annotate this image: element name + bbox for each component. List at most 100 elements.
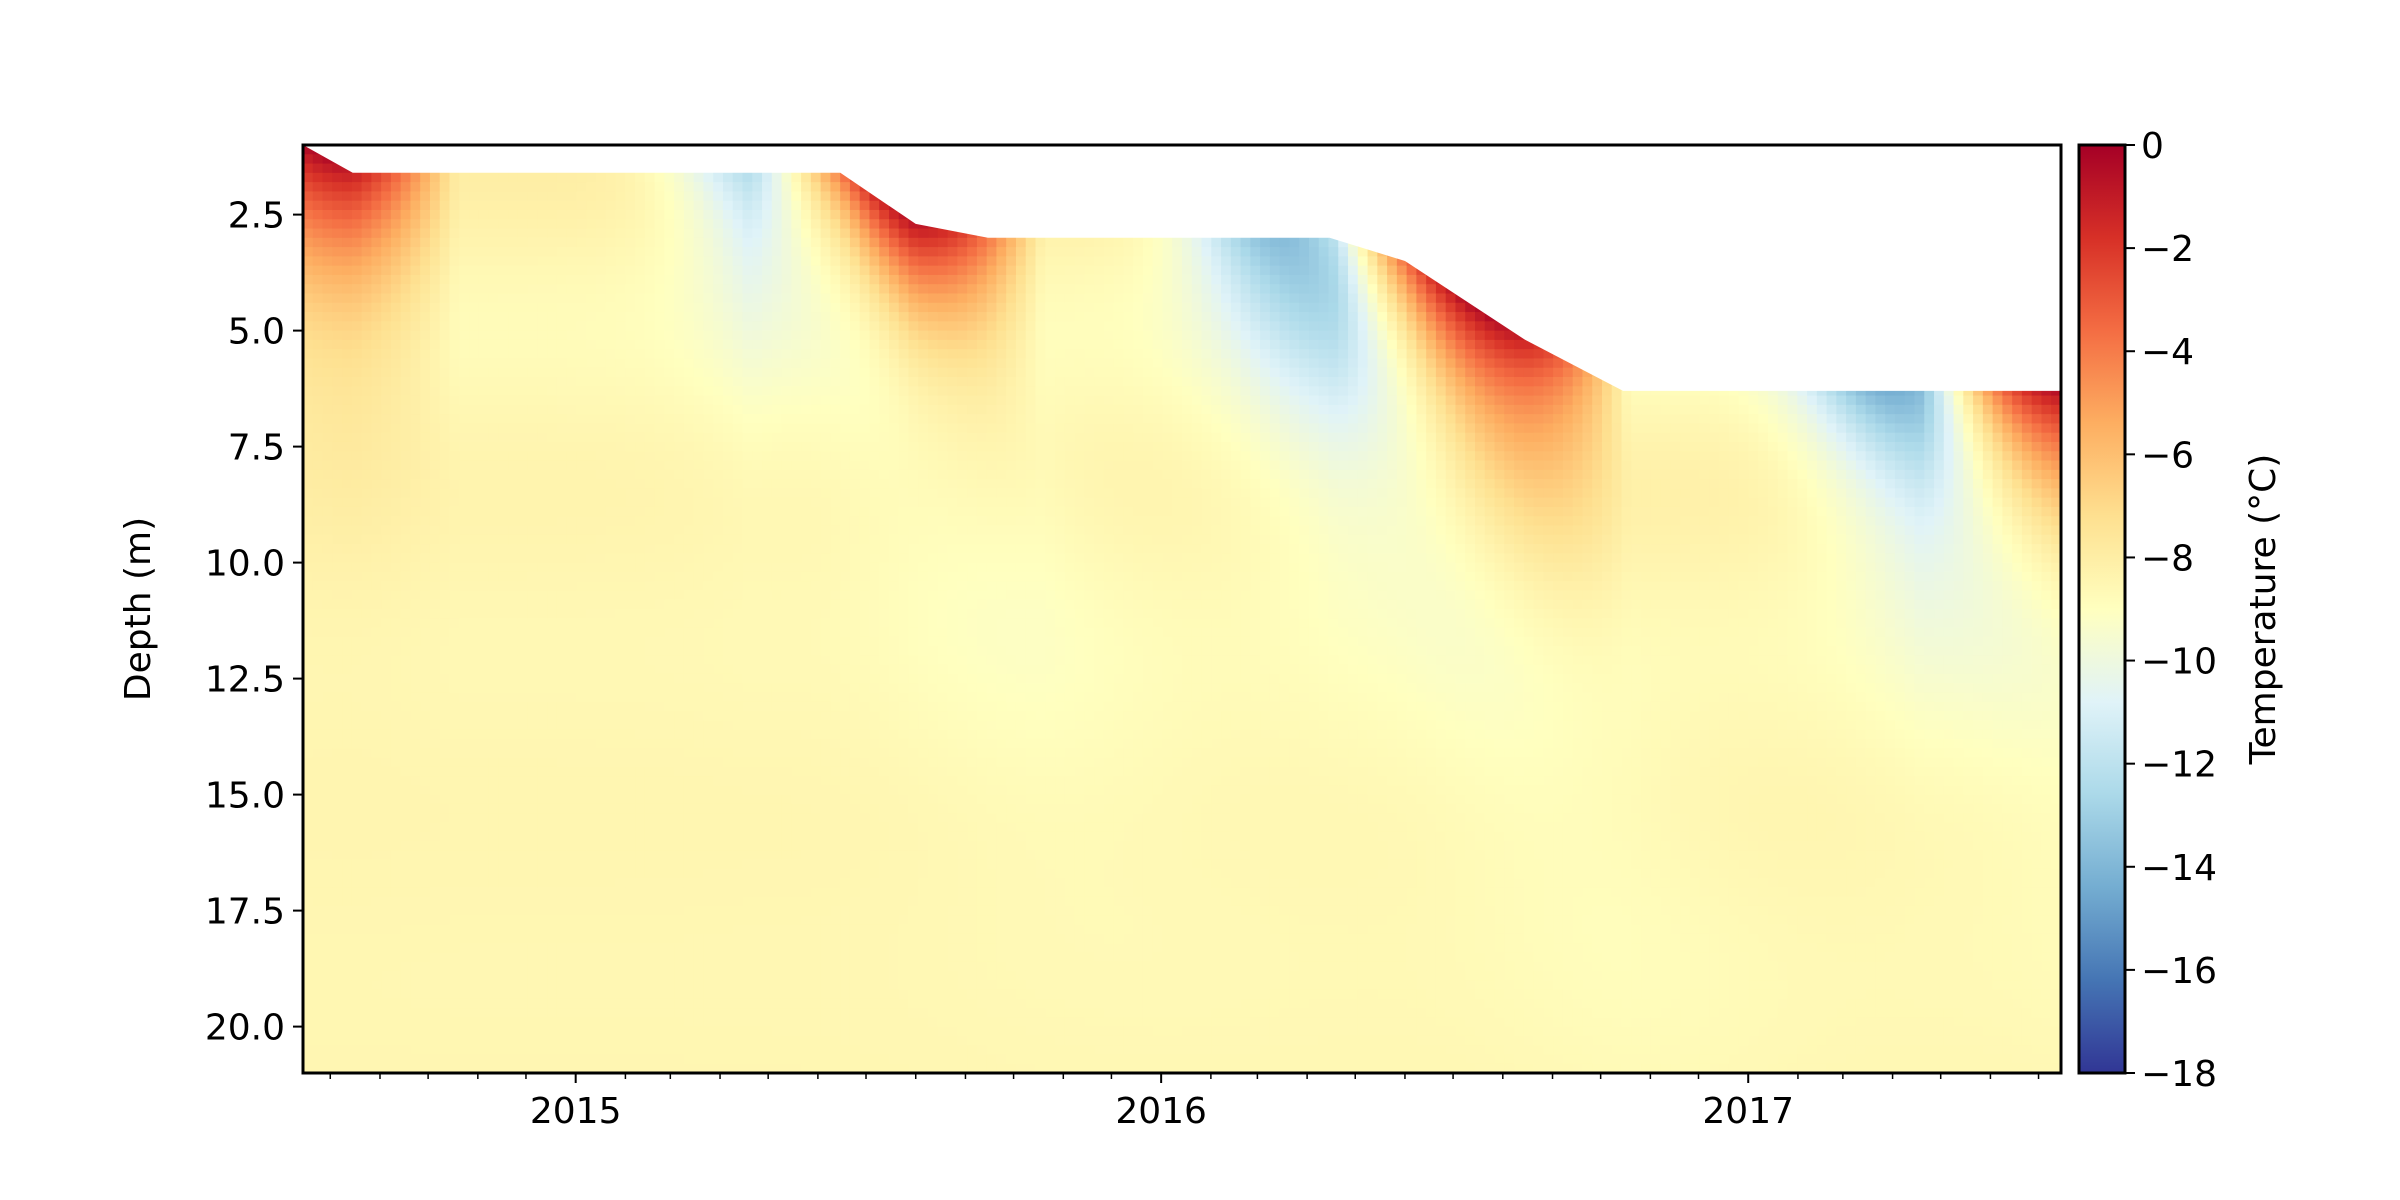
heatmap-cell <box>732 265 744 276</box>
heatmap-cell <box>752 618 763 629</box>
heatmap-cell <box>732 970 744 981</box>
heatmap-cell <box>322 980 333 991</box>
heatmap-cell <box>332 506 343 517</box>
heatmap-cell <box>429 451 441 462</box>
heatmap-cell <box>615 191 626 202</box>
heatmap-cell <box>390 358 402 369</box>
heatmap-cell <box>771 646 783 656</box>
heatmap-cell <box>713 553 724 564</box>
heatmap-cell <box>556 395 568 406</box>
heatmap-cell <box>654 655 665 666</box>
heatmap-cell <box>498 878 509 888</box>
heatmap-cell <box>556 850 568 861</box>
heatmap-cell <box>439 330 451 341</box>
heatmap-cell <box>361 228 372 239</box>
heatmap-cell <box>508 711 519 721</box>
heatmap-cell <box>654 516 665 527</box>
heatmap-cell <box>342 256 353 267</box>
heatmap-cell <box>488 729 499 740</box>
heatmap-cell <box>732 469 744 480</box>
heatmap-cell <box>449 506 460 517</box>
heatmap-cell <box>713 636 724 647</box>
heatmap-cell <box>674 803 685 814</box>
heatmap-cell <box>781 868 792 879</box>
heatmap-cell <box>635 720 646 731</box>
heatmap-cell <box>752 237 763 248</box>
heatmap-cell <box>508 673 519 684</box>
heatmap-cell <box>488 200 499 211</box>
heatmap-cell <box>781 321 792 332</box>
heatmap-cell <box>605 636 617 647</box>
heatmap-cell <box>693 284 705 295</box>
heatmap-cell <box>635 664 646 675</box>
heatmap-cell <box>654 534 665 545</box>
heatmap-cell <box>517 701 529 712</box>
heatmap-cell <box>322 395 333 406</box>
heatmap-cell <box>596 377 607 387</box>
heatmap-cell <box>410 701 421 712</box>
heatmap-cell <box>703 618 714 629</box>
heatmap-cell <box>635 1045 646 1056</box>
heatmap-cell <box>674 868 685 879</box>
heatmap-cell <box>410 339 421 350</box>
heatmap-cell <box>547 970 558 981</box>
heatmap-cell <box>478 1035 490 1046</box>
heatmap-cell <box>517 776 529 786</box>
heatmap-cell <box>576 646 587 656</box>
heatmap-cell <box>400 349 412 360</box>
heatmap-cell <box>478 432 490 443</box>
heatmap-cell <box>459 367 470 378</box>
heatmap-cell <box>322 915 333 926</box>
heatmap-cell <box>625 998 636 1009</box>
heatmap-cell <box>459 377 470 387</box>
heatmap-cell <box>517 432 529 443</box>
heatmap-cell <box>596 933 607 944</box>
heatmap-cell <box>459 766 470 777</box>
heatmap-cell <box>322 711 333 721</box>
heatmap-cell <box>322 673 333 684</box>
heatmap-cell <box>449 590 460 601</box>
heatmap-cell <box>498 265 509 276</box>
heatmap-cell <box>429 590 441 601</box>
heatmap-cell <box>449 692 460 703</box>
heatmap-cell <box>381 970 392 981</box>
heatmap-cell <box>478 414 490 424</box>
heatmap-cell <box>654 367 665 378</box>
heatmap-cell <box>762 609 773 619</box>
heatmap-cell <box>342 785 353 796</box>
heatmap-cell <box>615 256 626 267</box>
heatmap-cell <box>664 553 675 564</box>
heatmap-cell <box>732 312 744 322</box>
heatmap-cell <box>303 896 314 907</box>
heatmap-cell <box>771 274 783 285</box>
heatmap-cell <box>390 330 402 341</box>
heatmap-cell <box>576 970 587 981</box>
heatmap-cell <box>390 284 402 295</box>
heatmap-cell <box>654 711 665 721</box>
heatmap-cell <box>625 1063 636 1073</box>
heatmap-cell <box>556 1054 568 1065</box>
heatmap-cell <box>469 460 480 471</box>
heatmap-cell <box>605 386 617 397</box>
heatmap-cell <box>517 627 529 638</box>
heatmap-cell <box>517 609 529 619</box>
heatmap-cell <box>762 469 773 480</box>
heatmap-cell <box>537 1026 548 1037</box>
heatmap-cell <box>674 980 685 991</box>
heatmap-cell <box>762 803 773 814</box>
heatmap-cell <box>303 1054 314 1065</box>
heatmap-cell <box>664 636 675 647</box>
heatmap-cell <box>664 720 675 731</box>
heatmap-cell <box>547 998 558 1009</box>
heatmap-cell <box>683 673 695 684</box>
heatmap-cell <box>605 404 617 415</box>
heatmap-cell <box>762 729 773 740</box>
heatmap-cell <box>351 312 363 322</box>
heatmap-cell <box>703 312 714 322</box>
heatmap-cell <box>498 646 509 656</box>
heatmap-cell <box>654 377 665 387</box>
heatmap-cell <box>683 404 695 415</box>
heatmap-cell <box>644 590 656 601</box>
heatmap-cell <box>781 191 792 202</box>
heatmap-cell <box>537 878 548 888</box>
